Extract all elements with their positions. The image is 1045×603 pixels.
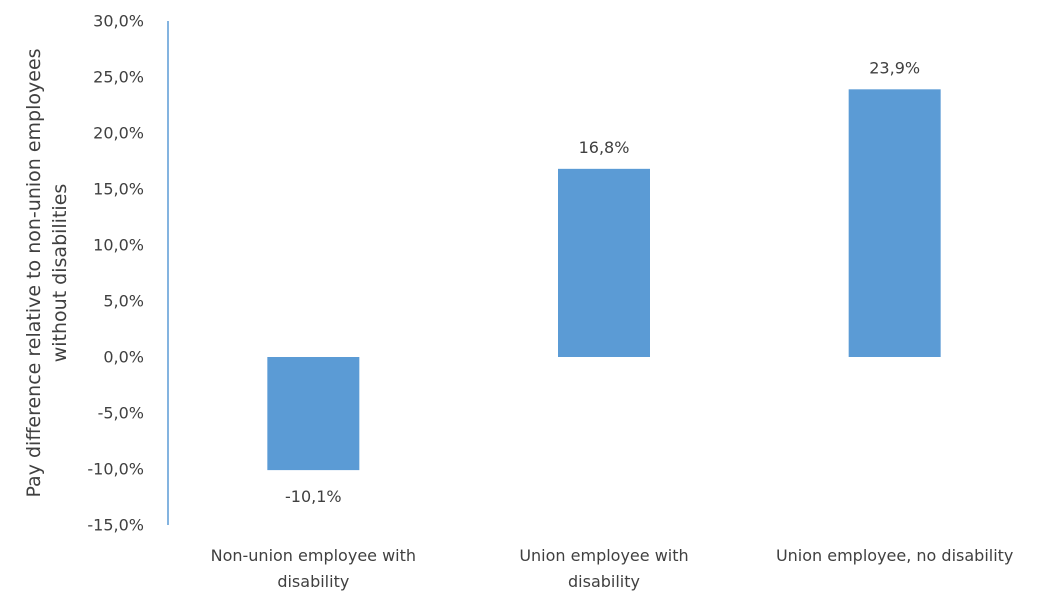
y-tick-label: -5,0% [98, 404, 144, 423]
y-tick-label: 10,0% [93, 236, 144, 255]
data-labels: -10,1% 16,8% 23,9% [285, 58, 920, 506]
bar-data-label: 16,8% [579, 138, 630, 157]
bar [558, 168, 650, 357]
bar [848, 89, 941, 357]
y-axis-title-text: Pay difference relative to non-union emp… [23, 48, 71, 497]
y-axis-title: Pay difference relative to non-union emp… [23, 48, 71, 497]
bar [267, 357, 360, 471]
y-tick-label: 20,0% [93, 124, 144, 143]
x-category-label: Union employee with disability [519, 546, 688, 591]
x-category-label: Non-union employee with disability [211, 546, 416, 591]
x-axis-categories: Non-union employee with disability Union e… [211, 546, 1014, 591]
y-tick-label: 25,0% [93, 68, 144, 87]
bar-data-label: 23,9% [869, 58, 920, 77]
y-tick-label: 5,0% [103, 292, 144, 311]
bar-data-label: -10,1% [285, 487, 342, 506]
y-tick-label: 0,0% [103, 348, 144, 367]
y-tick-label: 30,0% [93, 12, 144, 31]
y-tick-label: -15,0% [87, 516, 144, 535]
y-tick-label: 15,0% [93, 180, 144, 199]
y-tick-label: -10,0% [87, 460, 144, 479]
x-category-label: Union employee, no disability [776, 546, 1013, 565]
bars [267, 89, 941, 471]
y-axis-ticks: 30,0% 25,0% 20,0% 15,0% 10,0% 5,0% 0,0% -5,0% -1… [87, 12, 144, 535]
